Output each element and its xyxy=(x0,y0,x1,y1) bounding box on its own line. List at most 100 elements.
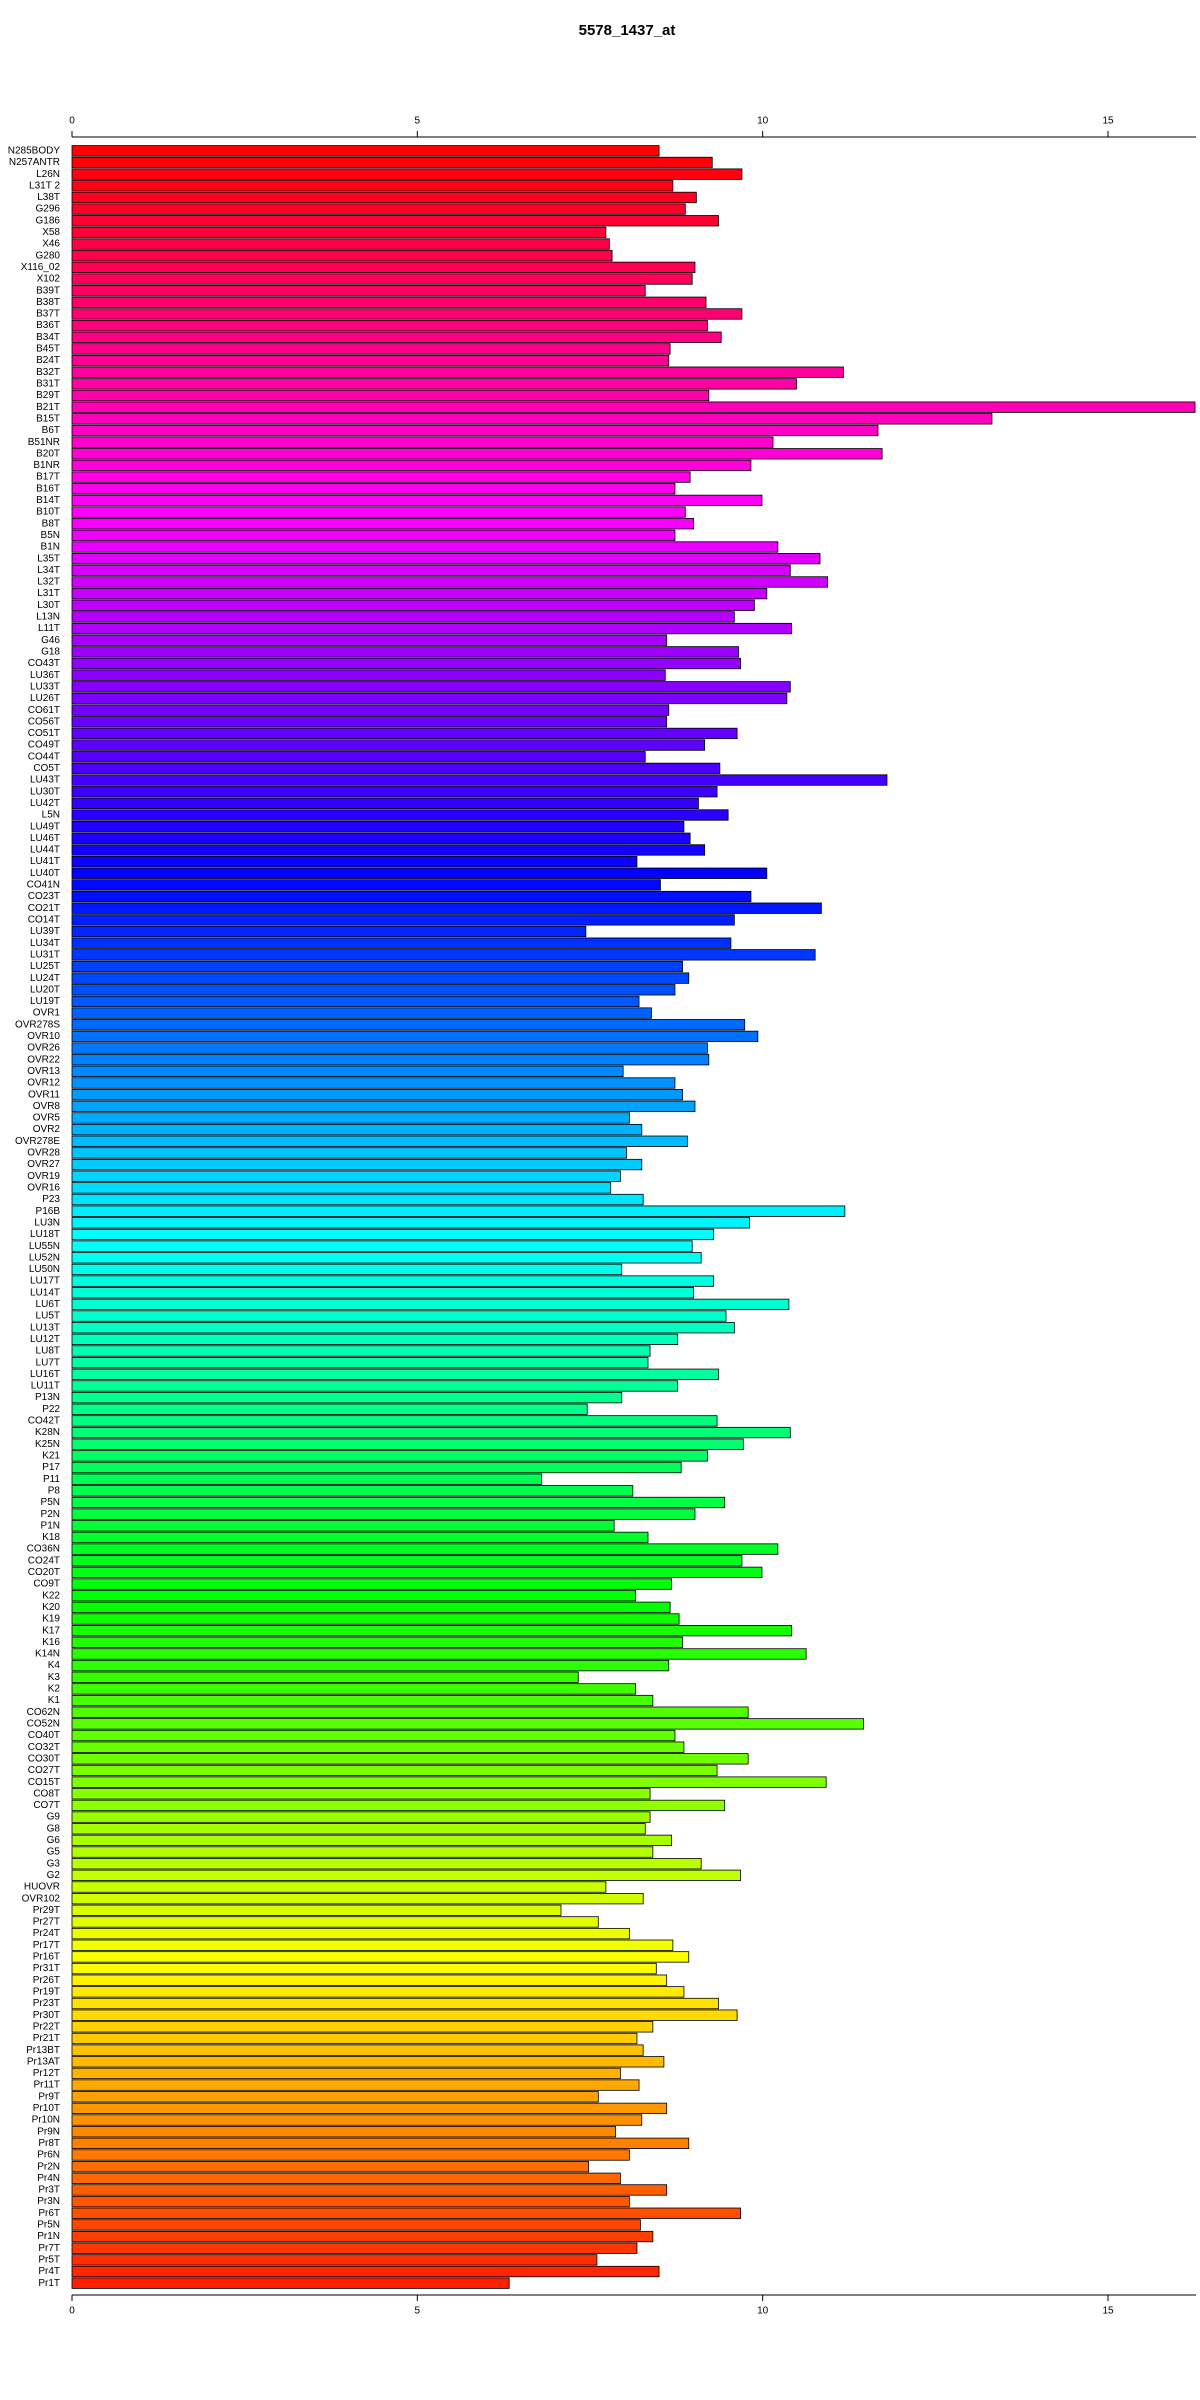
bar xyxy=(71,1100,696,1112)
bar xyxy=(71,1601,671,1613)
y-tick-label: Pr11T xyxy=(34,2080,61,2091)
y-tick-label: CO61T xyxy=(28,705,60,716)
x-tick-label: 0 xyxy=(69,116,75,127)
y-tick-label: CO41N xyxy=(27,880,60,891)
bar xyxy=(71,354,670,367)
bar xyxy=(71,366,844,378)
y-tick-label: LU39T xyxy=(30,926,60,937)
y-tick-label: Pr3T xyxy=(38,2185,60,2196)
bar xyxy=(71,296,707,308)
y-tick-label: N257ANTR xyxy=(9,157,60,168)
y-tick-label: CO56T xyxy=(28,716,60,727)
bar xyxy=(71,2184,668,2196)
bar xyxy=(71,1974,668,1986)
bar xyxy=(71,564,791,576)
bar xyxy=(71,2230,654,2243)
bar xyxy=(71,308,743,320)
bar xyxy=(71,1764,718,1777)
bar xyxy=(71,378,797,390)
y-tick-label: P8 xyxy=(48,1485,61,1496)
y-tick-label: LU40T xyxy=(30,868,60,879)
bar xyxy=(71,1683,636,1695)
y-tick-label: LU24T xyxy=(30,973,60,984)
y-tick-label: OVR16 xyxy=(27,1183,60,1194)
bar xyxy=(71,448,883,460)
y-tick-label: CO5T xyxy=(33,763,60,774)
bar xyxy=(71,1916,599,1928)
bar xyxy=(71,401,1196,413)
bar xyxy=(71,518,694,530)
y-tick-label: Pr1N xyxy=(37,2231,60,2242)
bar xyxy=(71,1753,749,1765)
y-tick-label: LU14T xyxy=(30,1287,60,1298)
y-tick-label: LU31T xyxy=(30,949,60,960)
y-tick-label: CO15T xyxy=(28,1777,60,1788)
y-tick-label: LU49T xyxy=(30,821,60,832)
bar xyxy=(71,1007,652,1019)
y-tick-label: CO49T xyxy=(28,740,60,751)
bar xyxy=(71,1846,654,1858)
bar xyxy=(71,180,674,192)
y-tick-label: X46 xyxy=(42,239,60,250)
y-tick-label: LU43T xyxy=(30,775,60,786)
bar xyxy=(71,925,587,938)
bar xyxy=(71,1357,649,1369)
y-tick-label: L11T xyxy=(38,623,60,634)
bar xyxy=(71,2172,621,2184)
bar xyxy=(71,2126,616,2138)
bar xyxy=(71,250,613,262)
bar xyxy=(71,657,741,670)
bar xyxy=(71,1566,763,1579)
bar xyxy=(71,984,676,996)
y-tick-label: Pr6N xyxy=(37,2150,60,2161)
bar xyxy=(71,1310,727,1322)
y-tick-label: X116_02 xyxy=(21,262,61,273)
y-tick-label: Pr4N xyxy=(37,2173,60,2184)
y-tick-label: LU25T xyxy=(30,961,60,972)
y-tick-label: LU33T xyxy=(30,681,60,692)
bar xyxy=(71,1287,694,1299)
bar xyxy=(71,1578,672,1590)
y-tick-label: B10T xyxy=(36,507,60,518)
bar xyxy=(71,774,888,786)
bar xyxy=(71,587,768,600)
bar xyxy=(71,902,822,914)
bar xyxy=(71,1496,726,1509)
y-tick-label: OVR26 xyxy=(27,1043,60,1054)
y-tick-label: LU12T xyxy=(30,1334,60,1345)
y-tick-label: Pr5N xyxy=(37,2220,60,2231)
y-tick-label: P2N xyxy=(41,1509,60,1520)
y-tick-label: LU7T xyxy=(36,1357,60,1368)
bar xyxy=(71,1659,670,1672)
y-tick-label: G46 xyxy=(41,635,60,646)
bar xyxy=(71,1741,685,1753)
bar xyxy=(71,1089,683,1101)
y-tick-label: LU34T xyxy=(30,938,60,949)
x-tick-label: 10 xyxy=(757,2306,769,2317)
y-tick-label: LU20T xyxy=(30,984,60,995)
y-tick-label: CO30T xyxy=(28,1753,60,1764)
y-tick-label: B8T xyxy=(42,518,60,529)
y-tick-label: Pr31T xyxy=(33,1963,60,1974)
y-tick-label: B6T xyxy=(42,425,60,436)
y-tick-label: B1N xyxy=(41,542,60,553)
y-tick-label: Pr10T xyxy=(33,2103,60,2114)
bar xyxy=(71,1368,719,1380)
bar xyxy=(71,168,743,180)
y-tick-label: B1NR xyxy=(33,460,60,471)
bar xyxy=(71,786,718,798)
bar xyxy=(71,1019,746,1031)
bar xyxy=(71,541,779,553)
y-tick-label: B45T xyxy=(36,344,60,355)
bar xyxy=(71,494,763,507)
bar xyxy=(71,1590,636,1602)
y-tick-label: K4 xyxy=(48,1660,61,1671)
bar xyxy=(71,1485,634,1497)
y-tick-label: K1 xyxy=(48,1695,61,1706)
bar xyxy=(71,1997,719,2010)
bar xyxy=(71,1555,743,1567)
y-tick-label: OVR13 xyxy=(27,1066,60,1077)
bar xyxy=(71,1380,679,1392)
bar xyxy=(71,751,646,763)
y-tick-label: B24T xyxy=(36,355,60,366)
